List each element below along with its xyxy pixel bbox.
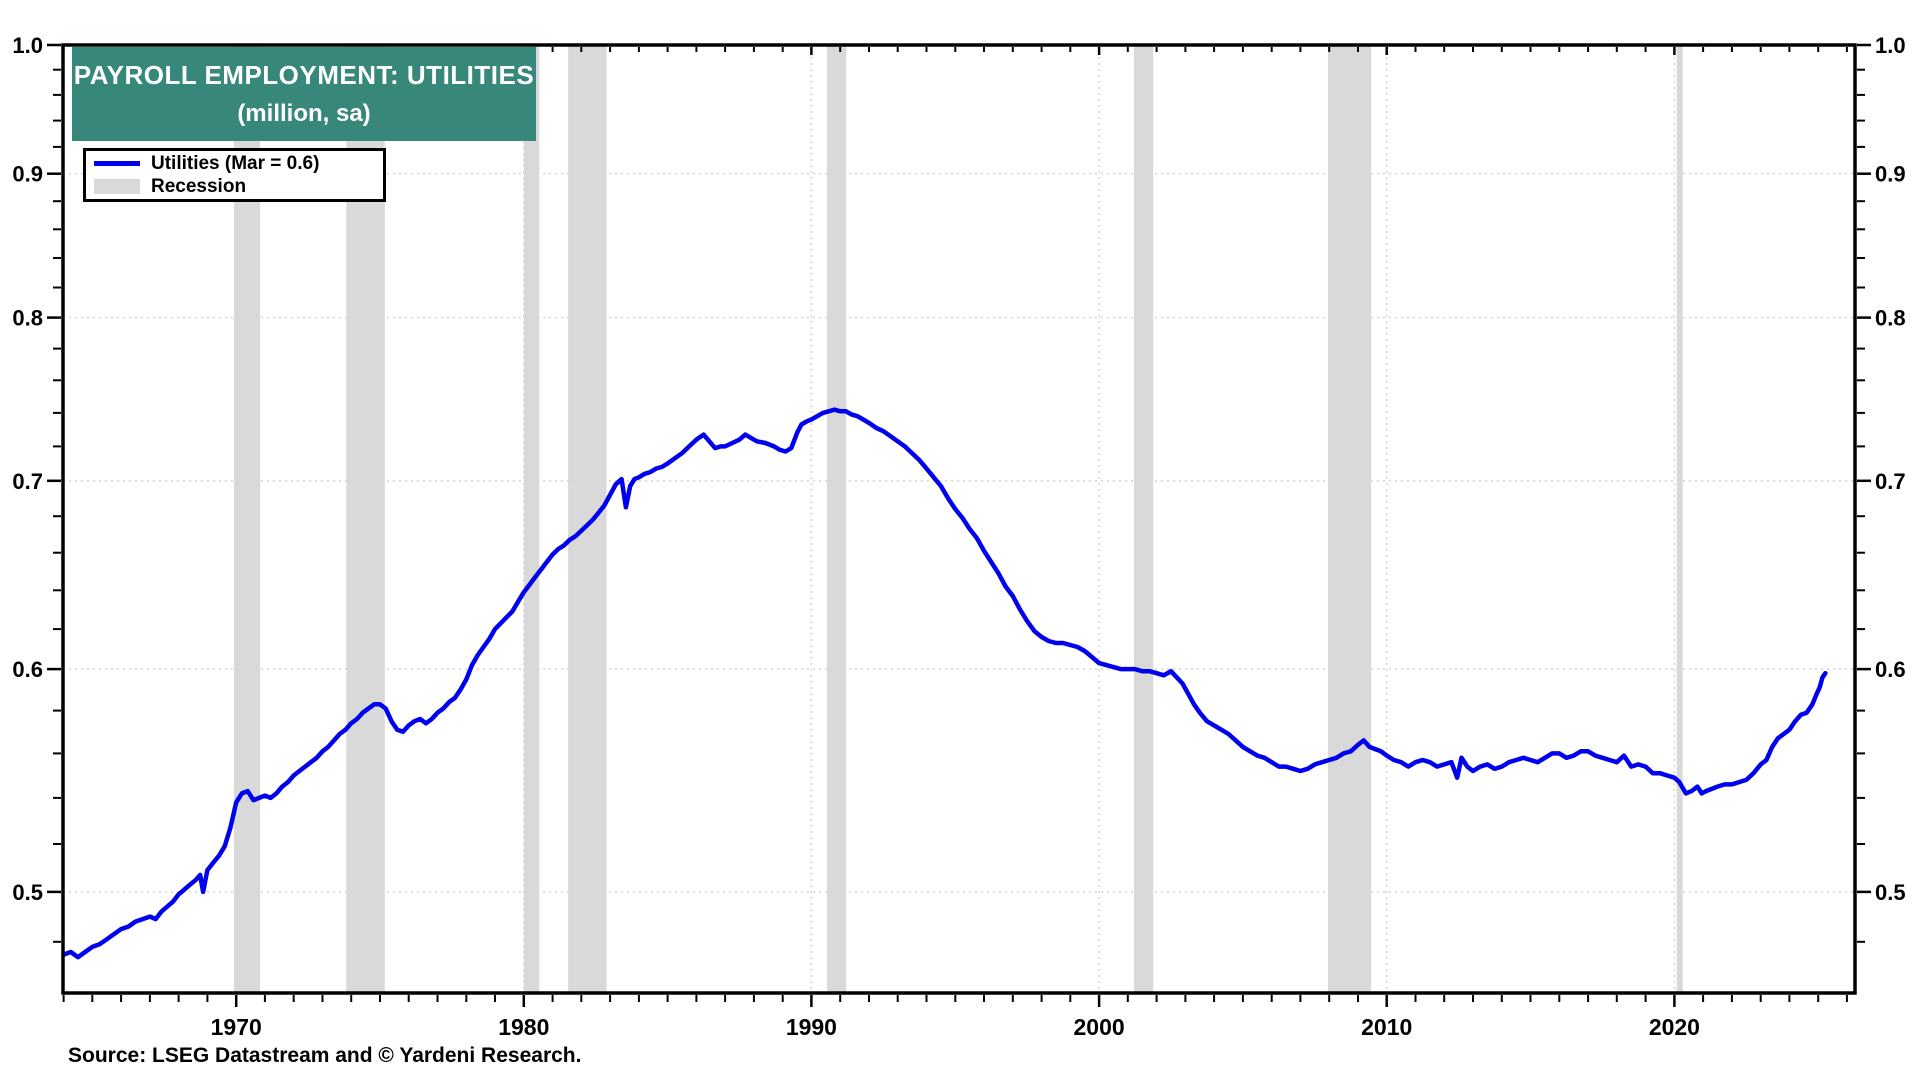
x-axis-label: 2020 xyxy=(1649,1014,1700,1040)
y-axis-label-right: 0.9 xyxy=(1875,162,1906,187)
y-axis-label-left: 0.7 xyxy=(12,469,43,494)
chart-legend: Utilities (Mar = 0.6) Recession xyxy=(83,148,386,202)
recession-band xyxy=(1676,45,1683,993)
recession-band xyxy=(233,45,261,993)
legend-row-utilities: Utilities (Mar = 0.6) xyxy=(86,154,383,173)
x-axis-label: 1980 xyxy=(498,1014,549,1040)
y-axis-label-left: 0.6 xyxy=(12,657,43,682)
chart-title: PAYROLL EMPLOYMENT: UTILITIES xyxy=(73,60,535,90)
source-note: Source: LSEG Datastream and © Yardeni Re… xyxy=(68,1044,582,1067)
legend-row-recession: Recession xyxy=(86,177,383,196)
y-axis-label-left: 0.5 xyxy=(12,880,43,905)
y-axis-label-right: 0.6 xyxy=(1875,657,1906,682)
legend-recession-label: Recession xyxy=(151,175,247,197)
x-axis-label: 2010 xyxy=(1361,1014,1412,1040)
recession-band xyxy=(523,45,540,993)
recession-band xyxy=(568,45,607,993)
recession-band xyxy=(827,45,847,993)
y-axis-label-left: 1.0 xyxy=(12,33,43,58)
recession-swatch xyxy=(94,178,140,194)
y-axis-label-right: 0.5 xyxy=(1875,880,1906,905)
x-axis-label: 2000 xyxy=(1074,1014,1125,1040)
y-axis-label-right: 0.8 xyxy=(1875,306,1906,331)
y-axis-label-right: 1.0 xyxy=(1875,33,1906,58)
x-axis-label: 1970 xyxy=(211,1014,262,1040)
plot-frame xyxy=(61,43,1857,995)
legend-utilities-label: Utilities (Mar = 0.6) xyxy=(151,153,320,175)
recession-band xyxy=(1133,45,1154,993)
y-axis-label-right: 0.7 xyxy=(1875,469,1906,494)
chart-subtitle: (million, sa) xyxy=(237,100,371,127)
utilities-data-line xyxy=(61,407,1828,960)
recession-band xyxy=(1328,45,1372,993)
y-axis-label-left: 0.9 xyxy=(12,162,43,187)
chart-title-box: PAYROLL EMPLOYMENT: UTILITIES (million, … xyxy=(72,47,536,141)
recession-band xyxy=(346,45,385,993)
x-axis-label: 1990 xyxy=(786,1014,837,1040)
y-axis-label-left: 0.8 xyxy=(12,306,43,331)
utilities-line-swatch xyxy=(94,161,140,167)
